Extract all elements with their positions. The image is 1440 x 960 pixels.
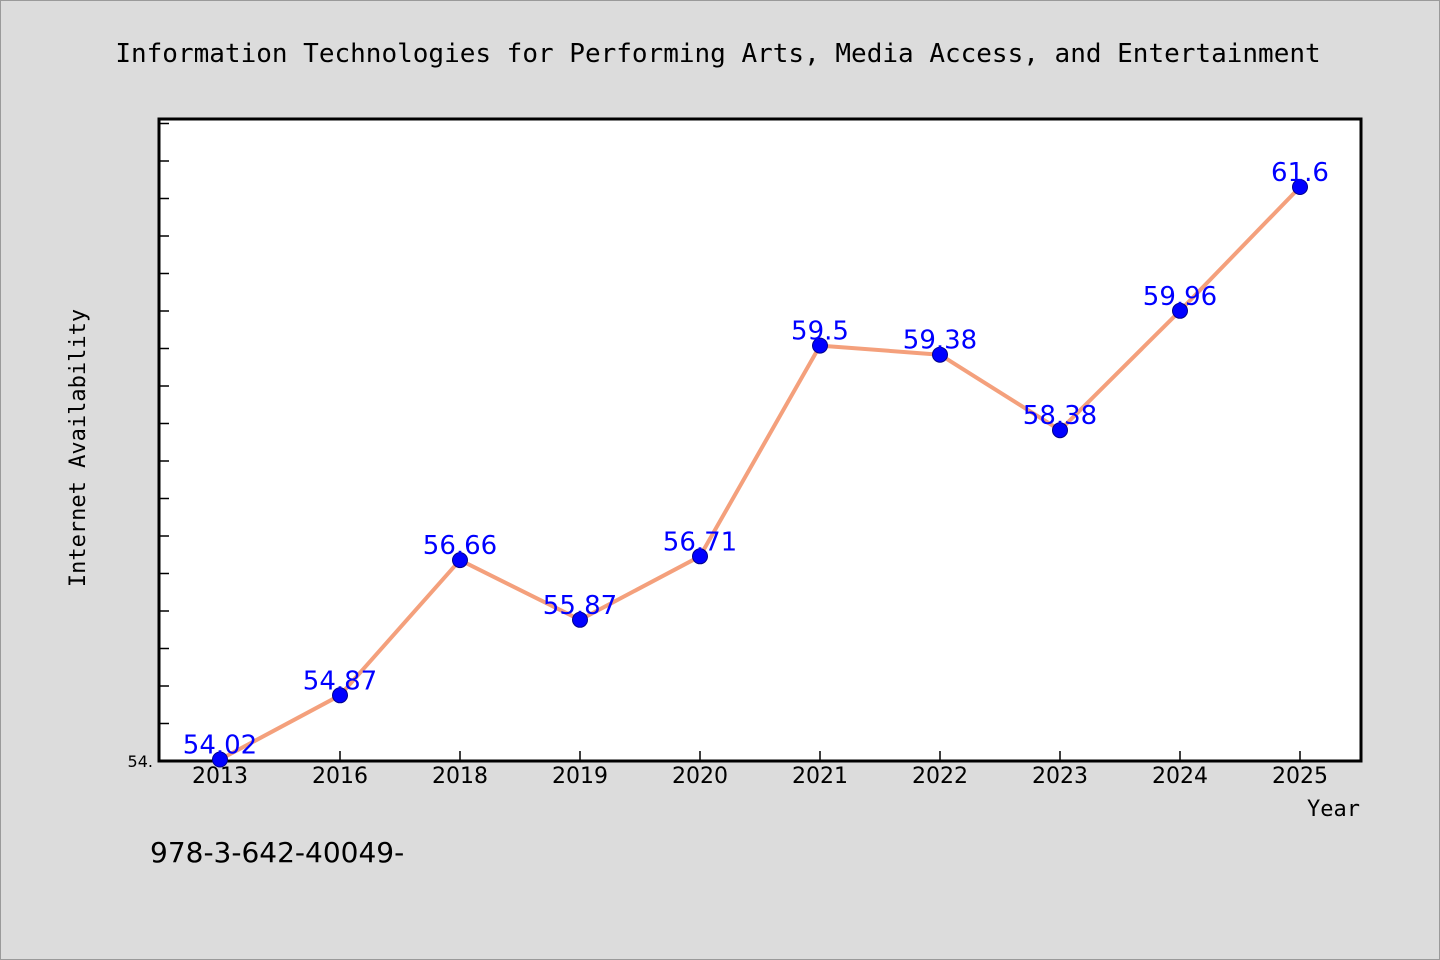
data-label: 58.38 bbox=[1023, 401, 1097, 431]
x-tick-label: 2025 bbox=[1272, 764, 1328, 789]
data-point-marker bbox=[692, 548, 708, 565]
x-tick-label: 2013 bbox=[192, 764, 248, 789]
data-point-marker bbox=[212, 751, 228, 768]
data-point-marker bbox=[452, 552, 468, 569]
data-point-marker bbox=[572, 611, 588, 628]
data-point-marker bbox=[812, 337, 828, 354]
data-label: 56.66 bbox=[423, 531, 497, 561]
y-axis-title: Internet Availability bbox=[66, 309, 91, 587]
x-tick-labels: 2013 2016 2018 2019 2020 2021 2022 2023 2024 2025 bbox=[192, 764, 1328, 789]
y-axis-ticks bbox=[159, 122, 169, 762]
y-tick-label: 54. bbox=[128, 752, 153, 771]
x-axis-title: Year bbox=[1307, 797, 1360, 822]
x-tick-label: 2016 bbox=[312, 764, 368, 789]
x-tick-label: 2019 bbox=[552, 764, 608, 789]
plot-area bbox=[157, 117, 1363, 763]
data-label: 54.02 bbox=[183, 731, 257, 761]
footer-identifier: 978-3-642-40049- bbox=[150, 836, 404, 869]
series-markers bbox=[212, 179, 1308, 768]
x-tick-label: 2023 bbox=[1032, 764, 1088, 789]
data-point-marker bbox=[1052, 422, 1068, 439]
data-labels: 54.02 54.87 56.66 55.87 56.71 59.5 59.38 58.38 5… bbox=[183, 158, 1329, 761]
data-label: 59.5 bbox=[791, 317, 849, 347]
data-point-marker bbox=[1172, 302, 1188, 319]
data-point-marker bbox=[332, 687, 348, 704]
x-tick-label: 2022 bbox=[912, 764, 968, 789]
x-tick-label: 2024 bbox=[1152, 764, 1208, 789]
data-point-marker bbox=[932, 346, 948, 363]
data-label: 54.87 bbox=[303, 666, 377, 696]
chart-title: Information Technologies for Performing … bbox=[115, 39, 1320, 69]
data-label: 59.96 bbox=[1143, 282, 1217, 312]
x-tick-label: 2018 bbox=[432, 764, 488, 789]
data-label: 61.6 bbox=[1271, 158, 1329, 188]
data-label: 56.71 bbox=[663, 527, 737, 557]
series-line bbox=[219, 185, 1302, 762]
data-point-marker bbox=[1292, 179, 1308, 195]
data-label: 55.87 bbox=[543, 591, 617, 621]
x-tick-label: 2020 bbox=[672, 764, 728, 789]
data-label: 59.38 bbox=[903, 326, 977, 356]
x-tick-label: 2021 bbox=[792, 764, 848, 789]
